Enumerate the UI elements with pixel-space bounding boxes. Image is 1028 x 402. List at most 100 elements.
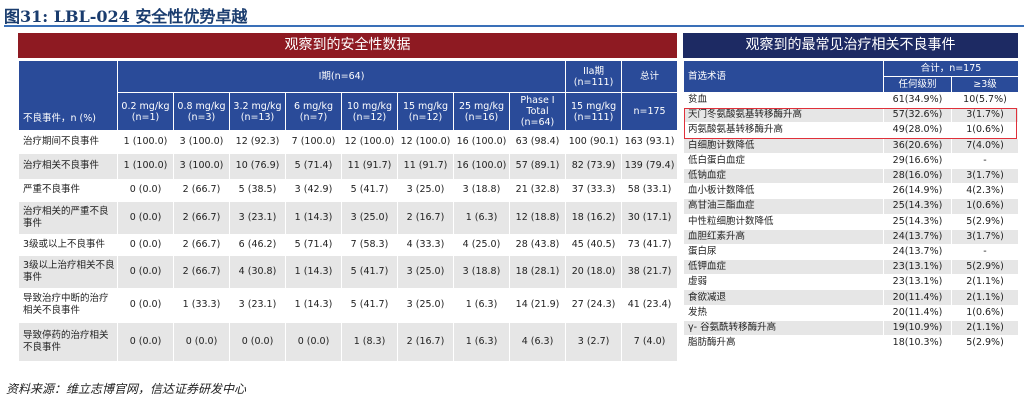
row-header: 不良事件，n (%)	[18, 60, 118, 131]
grade3-cell: 2(1.1%)	[951, 320, 1019, 337]
table-cell: 3 (23.1)	[229, 287, 286, 323]
row-label: 3级或以上不良事件	[18, 233, 118, 256]
table-cell: 0 (0.0)	[117, 287, 174, 323]
any-grade-cell: 26(14.9%)	[883, 183, 952, 200]
column-header: 6 mg/kg (n=7)	[285, 92, 342, 131]
table-cell: 27 (24.3)	[565, 287, 623, 323]
table-cell: 3 (42.9)	[285, 178, 342, 202]
table-cell: 1 (8.3)	[341, 322, 398, 361]
table-cell: 2 (66.7)	[173, 233, 230, 256]
table-cell: 37 (33.3)	[565, 178, 623, 202]
table-cell: 63 (98.4)	[508, 130, 567, 154]
table-row: 血小板计数降低 26(14.9%) 4(2.3%)	[683, 183, 1019, 200]
table-cell: 12 (100.0)	[341, 130, 398, 154]
term-label: 低白蛋白血症	[683, 153, 884, 169]
table-cell: 0 (0.0)	[117, 322, 174, 361]
source-note: 资料来源：维立志博官网，信达证券研发中心	[6, 382, 247, 396]
term-label: 中性粒细胞计数降低	[683, 214, 884, 230]
table-cell: 1 (100.0)	[117, 153, 174, 179]
table-cell: 0 (0.0)	[229, 322, 286, 361]
table-cell: 0 (0.0)	[117, 233, 174, 256]
table-cell: 0 (0.0)	[117, 178, 174, 202]
table-cell: 20 (18.0)	[565, 255, 623, 288]
table-cell: 3 (25.0)	[341, 201, 398, 234]
table-row: 低钠血症 28(16.0%) 3(1.7%)	[683, 168, 1019, 185]
table-cell: 18 (16.2)	[565, 201, 623, 234]
any-grade-cell: 61(34.9%)	[883, 92, 952, 109]
table-cell: 7 (58.3)	[341, 233, 398, 256]
any-grade-cell: 19(10.9%)	[883, 320, 952, 337]
table-cell: 3 (23.1)	[229, 201, 286, 234]
safety-data-table: 不良事件，n (%) I期(n=64) IIa期 (n=111) 总计 0.2 …	[18, 60, 679, 361]
grade3-cell: 3(1.7%)	[951, 107, 1019, 124]
row-label: 3级以上治疗相关不良事件	[18, 255, 118, 288]
table-cell: 2 (16.7)	[397, 322, 454, 361]
table-cell: 1 (14.3)	[285, 287, 342, 323]
table-cell: 57 (89.1)	[508, 153, 567, 179]
table-cell: 3 (100.0)	[173, 153, 230, 179]
term-label: 食欲减退	[683, 289, 884, 306]
table-row: 蛋白尿 24(13.7%) -	[683, 244, 1019, 261]
table-cell: 4 (25.0)	[453, 233, 510, 256]
table-row: 食欲减退 20(11.4%) 2(1.1%)	[683, 289, 1019, 306]
table-cell: 0 (0.0)	[285, 322, 342, 361]
column-header: 10 mg/kg (n=12)	[341, 92, 398, 131]
table-cell: 58 (33.1)	[621, 178, 679, 202]
table-cell: 12 (92.3)	[229, 130, 286, 154]
grade3-cell: 1(0.6%)	[951, 122, 1019, 139]
table-cell: 2 (66.7)	[173, 178, 230, 202]
grade3-cell: 5(2.9%)	[951, 259, 1019, 276]
highlight-box	[684, 108, 1017, 139]
table-cell: 16 (100.0)	[453, 130, 510, 154]
table-cell: 139 (79.4)	[621, 153, 679, 179]
group-phase1: I期(n=64)	[116, 60, 567, 93]
table-cell: 4 (6.3)	[508, 322, 567, 361]
table-cell: 4 (33.3)	[397, 233, 454, 256]
grade3-cell: 4(2.3%)	[951, 183, 1019, 200]
table-row: 3级以上治疗相关不良事件 0 (0.0) 2 (66.7) 4 (30.8) 1 (14…	[18, 255, 679, 288]
any-grade-cell: 20(11.4%)	[883, 289, 952, 306]
table-cell: 6 (46.2)	[229, 233, 286, 256]
column-header: n=175	[621, 92, 679, 131]
table-cell: 2 (16.7)	[397, 201, 454, 234]
term-label: 血小板计数降低	[683, 183, 884, 200]
table-cell: 38 (21.7)	[621, 255, 679, 288]
table-cell: 12 (100.0)	[397, 130, 454, 154]
table-row: 治疗相关不良事件 1 (100.0) 3 (100.0) 10 (76.9) 5 (71…	[18, 153, 679, 179]
table-cell: 3 (100.0)	[173, 130, 230, 154]
table-cell: 3 (25.0)	[397, 255, 454, 288]
table-row: 发热 20(11.4%) 1(0.6%)	[683, 305, 1019, 321]
grade3-cell: 5(2.9%)	[951, 214, 1019, 230]
table-row: 低钾血症 23(13.1%) 5(2.9%)	[683, 259, 1019, 276]
term-label: 虚弱	[683, 274, 884, 291]
table-cell: 73 (41.7)	[621, 233, 679, 256]
table-cell: 16 (100.0)	[453, 153, 510, 179]
term-label: 脂肪酶升高	[683, 335, 884, 352]
table-row: 虚弱 23(13.1%) 2(1.1%)	[683, 274, 1019, 291]
table-cell: 1 (100.0)	[117, 130, 174, 154]
term-label: 低钾血症	[683, 259, 884, 276]
column-header: 3.2 mg/kg (n=13)	[229, 92, 286, 131]
table-row: 天门冬氨酸氨基转移酶升高 57(32.6%) 3(1.7%)	[683, 107, 1019, 124]
table-cell: 5 (71.4)	[285, 153, 342, 179]
table-cell: 5 (71.4)	[285, 233, 342, 256]
col-group: 合计，n=175	[883, 60, 1019, 77]
row-label: 严重不良事件	[18, 178, 118, 202]
term-label: 发热	[683, 305, 884, 321]
any-grade-cell: 28(16.0%)	[883, 168, 952, 185]
grade3-cell: 1(0.6%)	[951, 305, 1019, 321]
grade3-cell: 5(2.9%)	[951, 335, 1019, 352]
table-cell: 2 (66.7)	[173, 255, 230, 288]
table-row: 白细胞计数降低 36(20.6%) 7(4.0%)	[683, 138, 1019, 154]
term-label: 血胆红素升高	[683, 229, 884, 245]
table-cell: 1 (6.3)	[453, 287, 510, 323]
group-phase2: IIa期 (n=111)	[565, 60, 623, 93]
column-header: Phase I Total (n=64)	[508, 92, 567, 131]
table-row: 低白蛋白血症 29(16.6%) -	[683, 153, 1019, 169]
col-any-grade: 任何级别	[883, 76, 952, 93]
table-row: 治疗期间不良事件 1 (100.0) 3 (100.0) 12 (92.3) 7 (10…	[18, 130, 679, 154]
table-cell: 45 (40.5)	[565, 233, 623, 256]
table-row: 治疗相关的严重不良事件 0 (0.0) 2 (66.7) 3 (23.1) 1 (14.…	[18, 201, 679, 234]
table-cell: 1 (6.3)	[453, 322, 510, 361]
term-label: 贫血	[683, 92, 884, 109]
